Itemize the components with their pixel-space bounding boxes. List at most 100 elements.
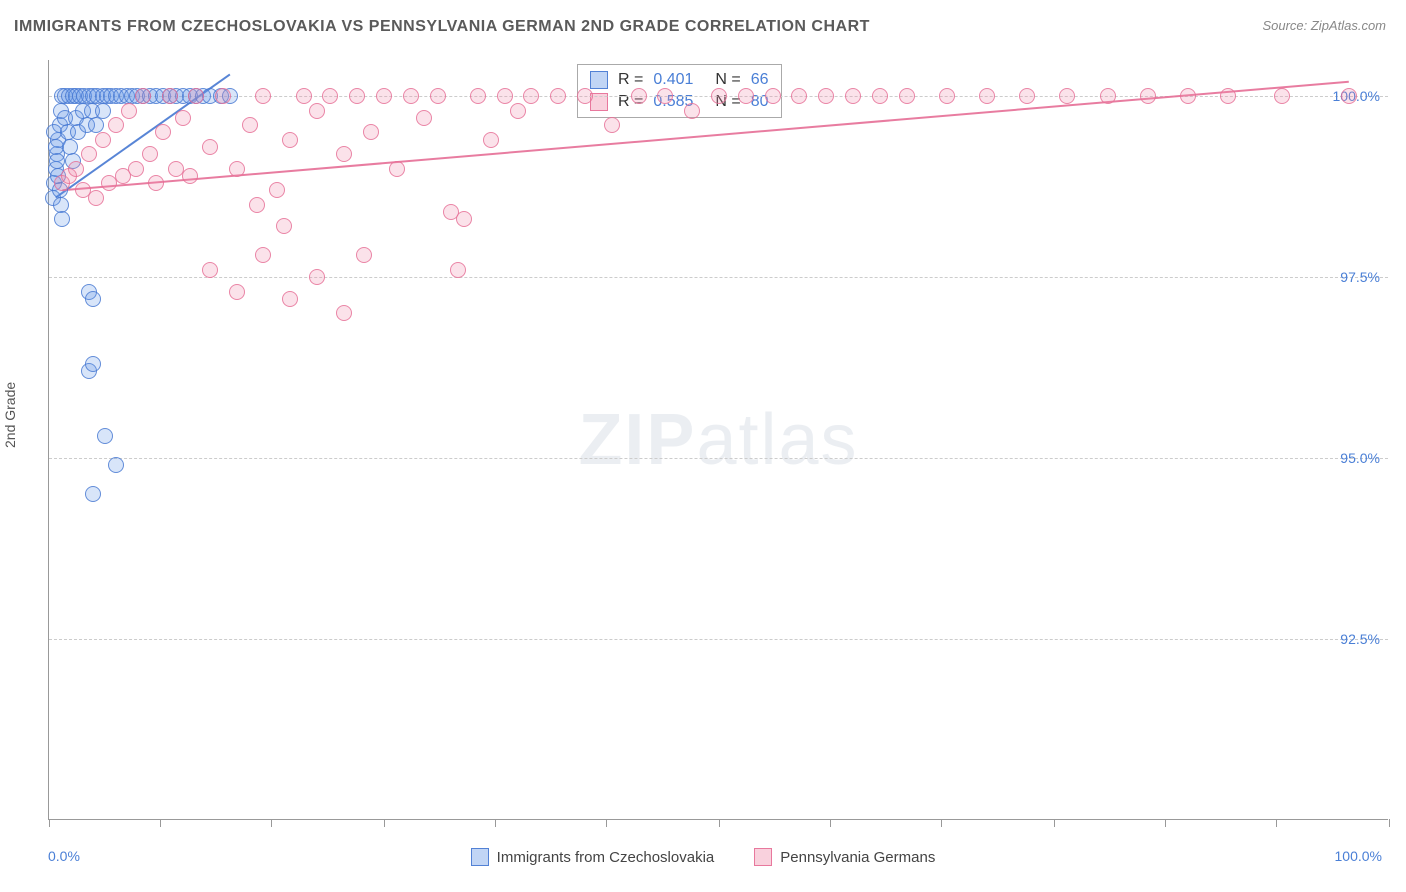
data-point [95, 103, 111, 119]
data-point [128, 161, 144, 177]
xaxis-tick [271, 819, 272, 827]
data-point [1341, 88, 1357, 104]
data-point [899, 88, 915, 104]
data-point [202, 139, 218, 155]
data-point [162, 88, 178, 104]
data-point [282, 132, 298, 148]
data-point [1100, 88, 1116, 104]
data-point [604, 117, 620, 133]
gridline [49, 639, 1388, 640]
xaxis-tick [1276, 819, 1277, 827]
data-point [510, 103, 526, 119]
data-point [242, 117, 258, 133]
data-point [121, 103, 137, 119]
data-point [1274, 88, 1290, 104]
xaxis-tick [606, 819, 607, 827]
stats-row-blue: R = 0.401 N = 66 [578, 69, 781, 91]
chart-title: IMMIGRANTS FROM CZECHOSLOVAKIA VS PENNSY… [14, 18, 870, 36]
yaxis-title: 2nd Grade [2, 382, 18, 448]
gridline [49, 458, 1388, 459]
data-point [349, 88, 365, 104]
data-point [765, 88, 781, 104]
xaxis-tick [495, 819, 496, 827]
xaxis-tick [1054, 819, 1055, 827]
data-point [62, 139, 78, 155]
plot-area: ZIPatlas R = 0.401 N = 66 R = 0.585 N = … [48, 60, 1388, 820]
legend-item-pink: Pennsylvania Germans [754, 848, 935, 866]
xaxis-tick [160, 819, 161, 827]
swatch-blue-icon [590, 71, 608, 89]
data-point [1019, 88, 1035, 104]
data-point [872, 88, 888, 104]
data-point [81, 146, 97, 162]
data-point [108, 117, 124, 133]
data-point [229, 284, 245, 300]
data-point [1180, 88, 1196, 104]
data-point [249, 197, 265, 213]
yaxis-tick-label: 95.0% [1340, 450, 1380, 466]
data-point [523, 88, 539, 104]
data-point [631, 88, 647, 104]
data-point [979, 88, 995, 104]
data-point [456, 211, 472, 227]
xaxis-tick [830, 819, 831, 827]
data-point [450, 262, 466, 278]
data-point [255, 88, 271, 104]
data-point [108, 457, 124, 473]
data-point [309, 269, 325, 285]
data-point [85, 291, 101, 307]
xaxis-tick [719, 819, 720, 827]
data-point [738, 88, 754, 104]
data-point [497, 88, 513, 104]
data-point [202, 262, 218, 278]
xaxis-tick [1165, 819, 1166, 827]
data-point [711, 88, 727, 104]
data-point [791, 88, 807, 104]
data-point [1220, 88, 1236, 104]
data-point [430, 88, 446, 104]
source-label: Source: ZipAtlas.com [1262, 18, 1386, 33]
data-point [54, 211, 70, 227]
data-point [1059, 88, 1075, 104]
legend-item-blue: Immigrants from Czechoslovakia [471, 848, 715, 866]
data-point [483, 132, 499, 148]
swatch-pink-icon [754, 848, 772, 866]
bottom-legend: Immigrants from Czechoslovakia Pennsylva… [0, 848, 1406, 866]
data-point [276, 218, 292, 234]
trend-lines [49, 60, 1389, 820]
data-point [296, 88, 312, 104]
data-point [148, 175, 164, 191]
xaxis-tick [49, 819, 50, 827]
data-point [95, 132, 111, 148]
chart-container: IMMIGRANTS FROM CZECHOSLOVAKIA VS PENNSY… [0, 0, 1406, 892]
data-point [135, 88, 151, 104]
data-point [416, 110, 432, 126]
data-point [550, 88, 566, 104]
data-point [389, 161, 405, 177]
yaxis-tick-label: 92.5% [1340, 631, 1380, 647]
swatch-blue-icon [471, 848, 489, 866]
gridline [49, 277, 1388, 278]
data-point [363, 124, 379, 140]
data-point [403, 88, 419, 104]
data-point [155, 124, 171, 140]
data-point [85, 356, 101, 372]
data-point [282, 291, 298, 307]
data-point [215, 88, 231, 104]
data-point [577, 88, 593, 104]
xaxis-tick [384, 819, 385, 827]
data-point [684, 103, 700, 119]
data-point [470, 88, 486, 104]
data-point [269, 182, 285, 198]
data-point [97, 428, 113, 444]
data-point [188, 88, 204, 104]
data-point [336, 305, 352, 321]
data-point [85, 486, 101, 502]
data-point [939, 88, 955, 104]
data-point [376, 88, 392, 104]
data-point [88, 190, 104, 206]
data-point [175, 110, 191, 126]
data-point [845, 88, 861, 104]
data-point [657, 88, 673, 104]
data-point [322, 88, 338, 104]
